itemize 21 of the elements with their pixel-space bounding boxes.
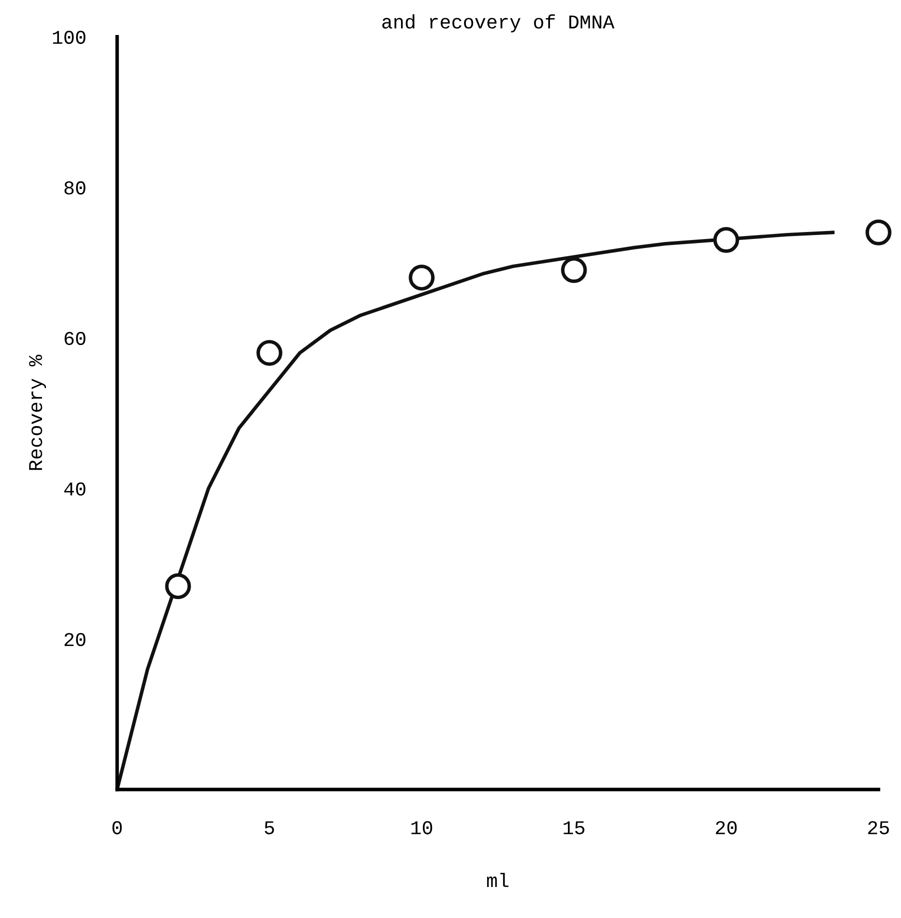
chart-title: and recovery of DMNA bbox=[382, 14, 614, 32]
y-tick-label: 40 bbox=[64, 482, 86, 496]
y-tick-label: 80 bbox=[64, 181, 86, 195]
point bbox=[165, 573, 191, 600]
x-tick-label: 5 bbox=[264, 821, 274, 834]
x-tick-label: 25 bbox=[868, 821, 889, 834]
line-series bbox=[117, 230, 835, 790]
point bbox=[561, 257, 587, 284]
x-tick-label: 20 bbox=[716, 821, 737, 834]
x-tick-label: 10 bbox=[411, 821, 432, 834]
point bbox=[408, 264, 435, 291]
point bbox=[713, 227, 740, 253]
y-axis-title: Recovery % bbox=[29, 354, 46, 470]
y-tick-label: 20 bbox=[64, 632, 86, 646]
x-tick-label: 0 bbox=[112, 821, 122, 834]
y-tick-label: 100 bbox=[52, 30, 86, 44]
point bbox=[866, 220, 892, 246]
point bbox=[256, 340, 282, 366]
y-tick-label: 60 bbox=[64, 332, 86, 346]
x-axis-title: ml bbox=[487, 872, 508, 887]
x-tick-label: 15 bbox=[564, 821, 584, 834]
